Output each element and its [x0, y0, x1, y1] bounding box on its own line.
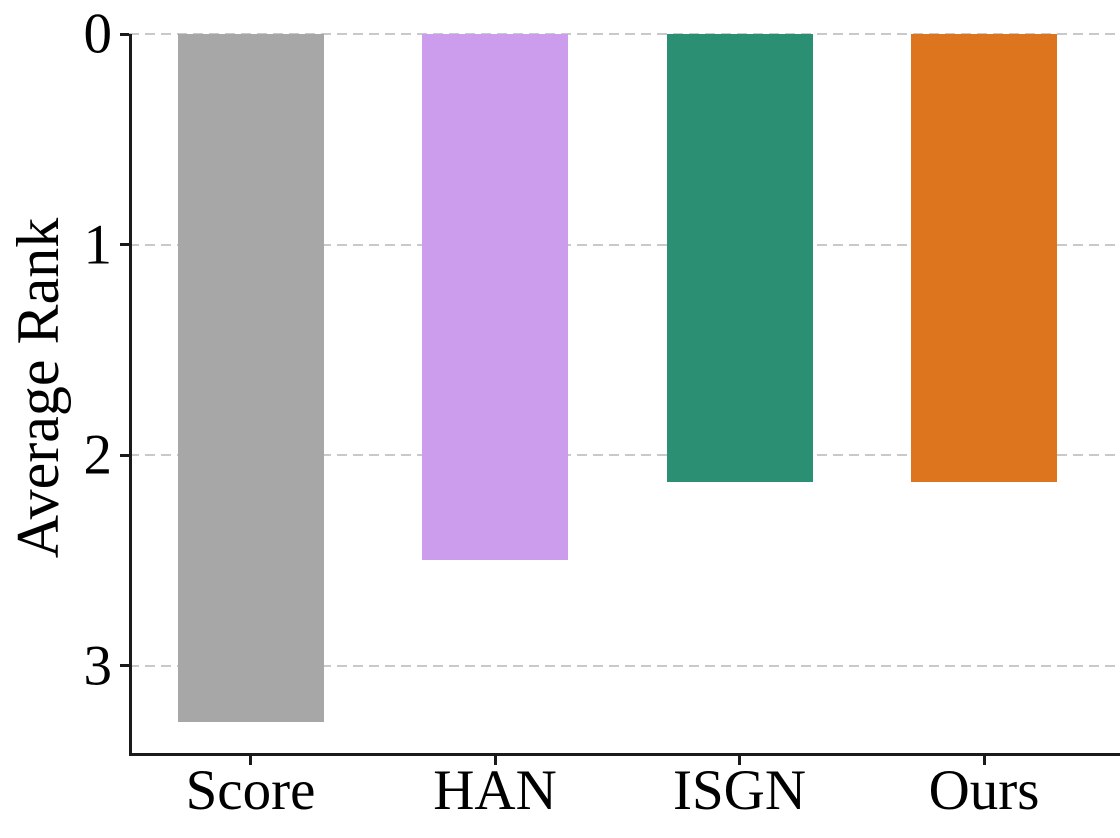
bar-score	[177, 34, 324, 723]
x-tick-label-score: Score	[185, 759, 316, 822]
x-axis-spine	[129, 753, 1120, 756]
x-axis-tick-isgn	[738, 756, 741, 765]
gridline-0	[129, 33, 1120, 35]
y-tick-label-3: 3	[83, 634, 113, 697]
x-tick-label-han: HAN	[433, 759, 557, 822]
gridline-3	[129, 664, 1120, 667]
x-axis-tick-ours	[982, 756, 986, 765]
x-tick-label-isgn: ISGN	[672, 759, 807, 822]
y-axis-tick-3	[120, 664, 129, 667]
bar-isgn	[666, 34, 813, 483]
y-axis-tick-0	[120, 32, 129, 36]
x-axis-tick-han	[493, 756, 497, 765]
x-tick-label-ours: Ours	[928, 759, 1040, 822]
y-axis-label: Average Rank	[5, 217, 71, 559]
bar-ours	[911, 34, 1057, 483]
y-axis-tick-2	[120, 453, 129, 457]
gridline-2	[129, 454, 1120, 456]
y-tick-label-0: 0	[83, 2, 113, 66]
x-axis-tick-score	[249, 756, 252, 765]
y-axis-tick-1	[120, 243, 129, 246]
gridline-1	[129, 243, 1120, 246]
y-axis-spine	[129, 34, 132, 756]
y-tick-label-1: 1	[83, 213, 113, 276]
bar-han	[422, 34, 568, 561]
y-tick-label-2: 2	[83, 423, 113, 487]
